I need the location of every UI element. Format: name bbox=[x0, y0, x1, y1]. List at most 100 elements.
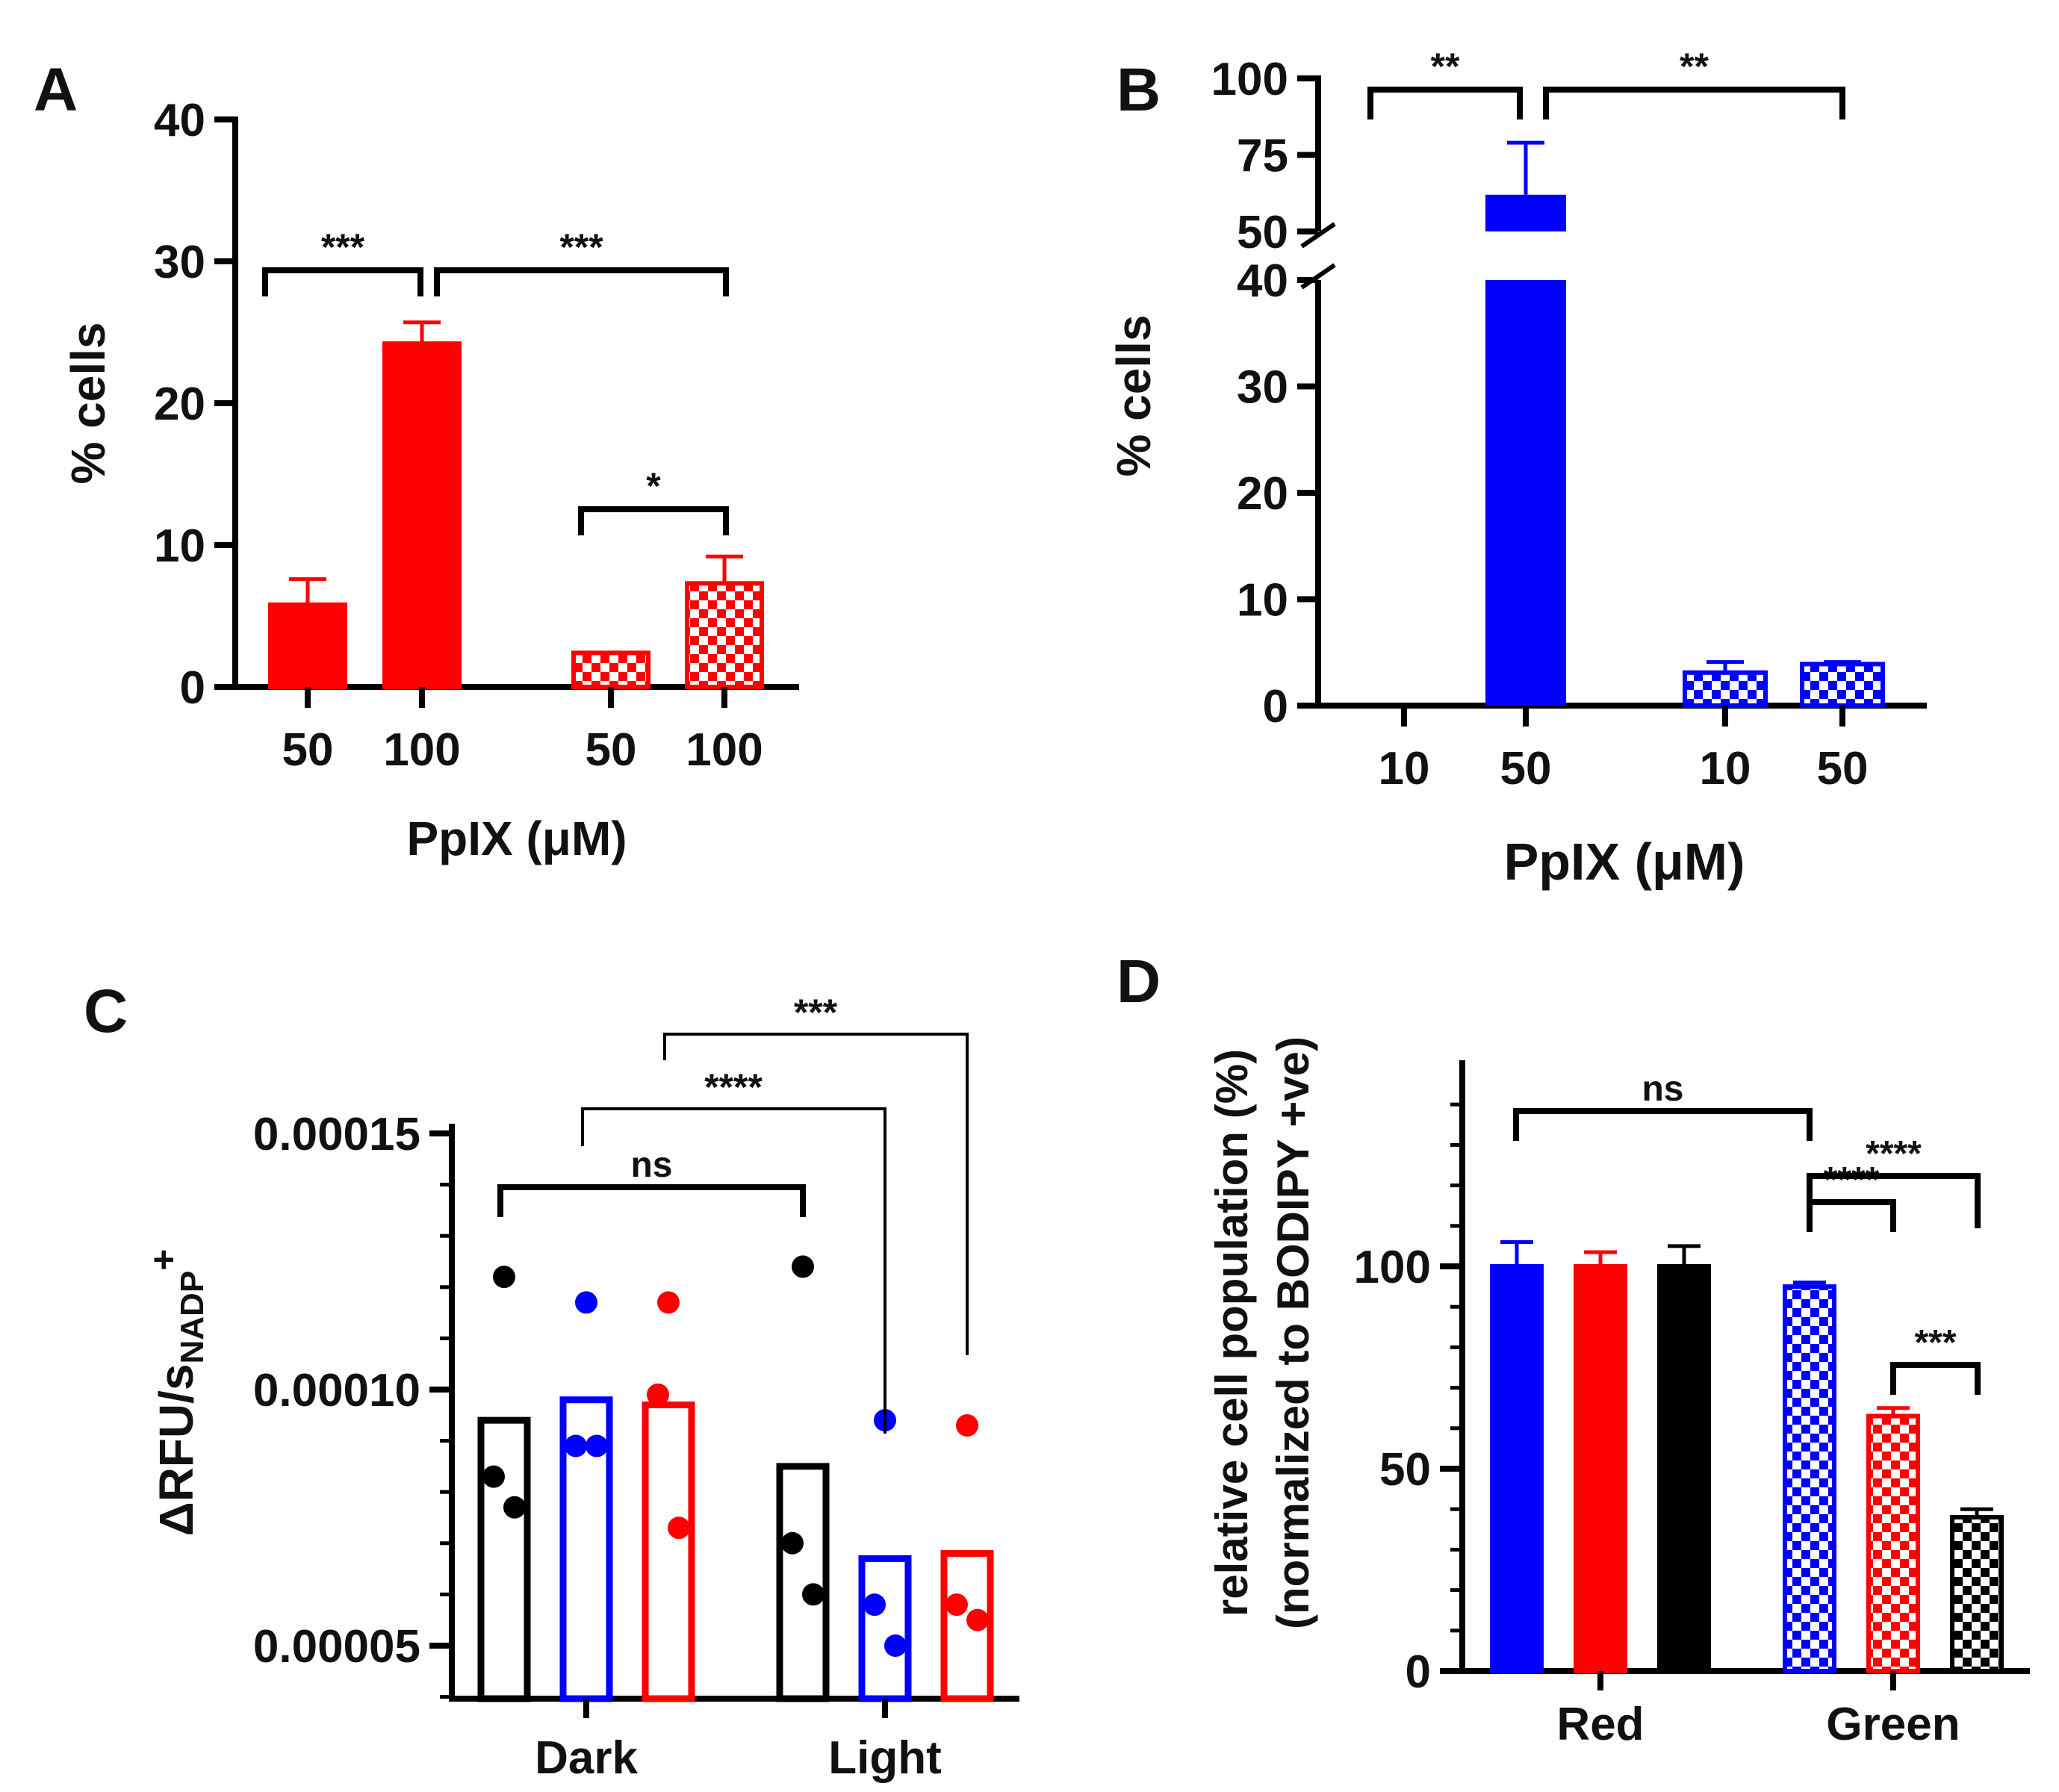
b-bar-lower bbox=[1485, 280, 1566, 706]
b-axis-break-mark bbox=[1300, 263, 1336, 290]
c-data-point bbox=[792, 1255, 814, 1278]
b-bar-upper bbox=[1485, 194, 1566, 231]
d-sig-bracket bbox=[1890, 1362, 1981, 1395]
c-bar bbox=[477, 1416, 531, 1702]
b-axis-break-mark bbox=[1300, 222, 1336, 249]
d-bar bbox=[1574, 1264, 1627, 1673]
c-sig-bracket-label: ns bbox=[630, 1145, 672, 1185]
c-data-point bbox=[781, 1531, 804, 1555]
d-x-tick-label: Red bbox=[1556, 1699, 1644, 1750]
d-bar bbox=[1866, 1413, 1920, 1674]
c-data-point bbox=[647, 1383, 669, 1406]
c-bar bbox=[776, 1463, 830, 1702]
d-sig-bracket bbox=[1807, 1173, 1981, 1228]
c-bar bbox=[940, 1550, 994, 1702]
c-sig-bracket bbox=[497, 1184, 806, 1217]
a-x-tick-label: 100 bbox=[686, 724, 763, 776]
c-y-tick-label: 0.00010 bbox=[253, 1365, 420, 1416]
c-x-tick-label: Dark bbox=[535, 1732, 638, 1784]
d-sig-bracket bbox=[1807, 1199, 1896, 1232]
panel-c-chart: 0.00005 0.00010 0.00015 Dark Light ΔRFU/sNADP… bbox=[143, 992, 1019, 1784]
c-data-point bbox=[966, 1608, 989, 1631]
d-bar bbox=[1490, 1264, 1544, 1673]
c-data-point bbox=[956, 1414, 978, 1437]
a-y-axis-label: % cells bbox=[61, 322, 115, 484]
b-bar bbox=[1800, 662, 1885, 708]
b-x-tick-label: 50 bbox=[1817, 743, 1869, 794]
c-data-point bbox=[586, 1434, 608, 1457]
a-y-tick-label: 10 bbox=[154, 520, 205, 572]
panel-d-chart: 0 50 100 Red Green relative cell population (… bbox=[1207, 1036, 2030, 1750]
b-x-tick-label: 50 bbox=[1500, 743, 1552, 794]
d-sig-bracket-label: **** bbox=[1824, 1160, 1880, 1200]
d-sig-bracket-label: ns bbox=[1642, 1069, 1683, 1109]
c-data-point bbox=[863, 1593, 886, 1617]
a-bar bbox=[685, 581, 764, 689]
a-sig-bracket-label: *** bbox=[559, 226, 603, 268]
d-x-tick-label: Green bbox=[1826, 1699, 1960, 1750]
b-x-axis-label: PpIX (μM) bbox=[1504, 833, 1745, 891]
d-y-axis-label-line2: (normalized to BODIPY +ve) bbox=[1268, 1036, 1318, 1629]
a-x-tick-label: 50 bbox=[586, 724, 637, 776]
c-data-point bbox=[575, 1291, 597, 1314]
panel-d-letter: D bbox=[1117, 948, 1161, 1015]
c-data-point bbox=[657, 1291, 680, 1314]
c-y-axis-label: ΔRFU/sNADP+ bbox=[143, 1249, 211, 1537]
b-y-tick-label: 0 bbox=[1263, 681, 1288, 732]
b-sig-bracket-label: ** bbox=[1431, 46, 1460, 87]
c-data-point bbox=[668, 1516, 690, 1540]
c-y-tick-label: 0.00005 bbox=[253, 1621, 420, 1673]
c-sig-bracket bbox=[663, 1033, 969, 1355]
panel-a-letter: A bbox=[34, 56, 78, 124]
c-data-point bbox=[945, 1593, 968, 1617]
c-sig-bracket-label: *** bbox=[794, 992, 838, 1033]
b-sig-bracket bbox=[1367, 87, 1523, 119]
d-sig-bracket-label: **** bbox=[1866, 1134, 1922, 1174]
a-x-axis-label: PpIX (μM) bbox=[406, 812, 627, 865]
c-y-tick-label: 0.00015 bbox=[253, 1109, 420, 1160]
d-bar bbox=[1657, 1264, 1711, 1673]
c-data-point bbox=[503, 1496, 526, 1519]
b-y-tick-label: 40 bbox=[1237, 255, 1288, 307]
a-y-tick-label: 30 bbox=[154, 237, 205, 288]
c-x-tick-label: Light bbox=[828, 1732, 942, 1784]
d-bar bbox=[1783, 1284, 1836, 1673]
d-sig-bracket bbox=[1513, 1108, 1813, 1141]
d-sig-bracket-label: *** bbox=[1914, 1323, 1956, 1363]
d-bar bbox=[1950, 1515, 2004, 1674]
a-y-tick-label: 20 bbox=[154, 379, 205, 430]
b-sig-bracket-label: ** bbox=[1680, 46, 1709, 87]
panel-c-letter: C bbox=[84, 977, 128, 1045]
c-data-point bbox=[482, 1465, 505, 1488]
b-y-tick-label: 10 bbox=[1237, 575, 1288, 626]
a-sig-bracket-label: *** bbox=[321, 226, 365, 268]
c-data-point bbox=[884, 1634, 907, 1657]
d-y-tick-label: 0 bbox=[1406, 1646, 1431, 1698]
b-bar bbox=[1683, 670, 1768, 709]
a-sig-bracket bbox=[578, 506, 729, 535]
a-sig-bracket bbox=[434, 267, 729, 296]
a-x-tick-label: 50 bbox=[282, 724, 334, 776]
c-bar bbox=[642, 1401, 695, 1702]
a-y-tick-label: 40 bbox=[154, 95, 205, 146]
d-y-tick-label: 50 bbox=[1379, 1444, 1431, 1496]
panel-b-letter: B bbox=[1117, 56, 1161, 124]
b-y-tick-label: 100 bbox=[1211, 54, 1288, 105]
c-data-point bbox=[802, 1583, 824, 1606]
a-bar bbox=[382, 341, 462, 689]
a-bar bbox=[571, 650, 650, 690]
b-x-tick-label: 10 bbox=[1700, 743, 1751, 794]
d-y-tick-label: 100 bbox=[1354, 1242, 1431, 1293]
a-x-tick-label: 100 bbox=[383, 724, 460, 776]
b-y-tick-label: 75 bbox=[1237, 131, 1288, 182]
a-sig-bracket-label: * bbox=[646, 465, 661, 507]
b-y-tick-label: 50 bbox=[1237, 207, 1288, 258]
d-y-axis-label: relative cell population (%) bbox=[1207, 1049, 1257, 1617]
c-sig-bracket bbox=[581, 1107, 886, 1434]
c-sig-bracket-label: **** bbox=[704, 1066, 763, 1108]
b-y-tick-label: 30 bbox=[1237, 362, 1288, 414]
a-y-tick-label: 0 bbox=[180, 662, 205, 714]
